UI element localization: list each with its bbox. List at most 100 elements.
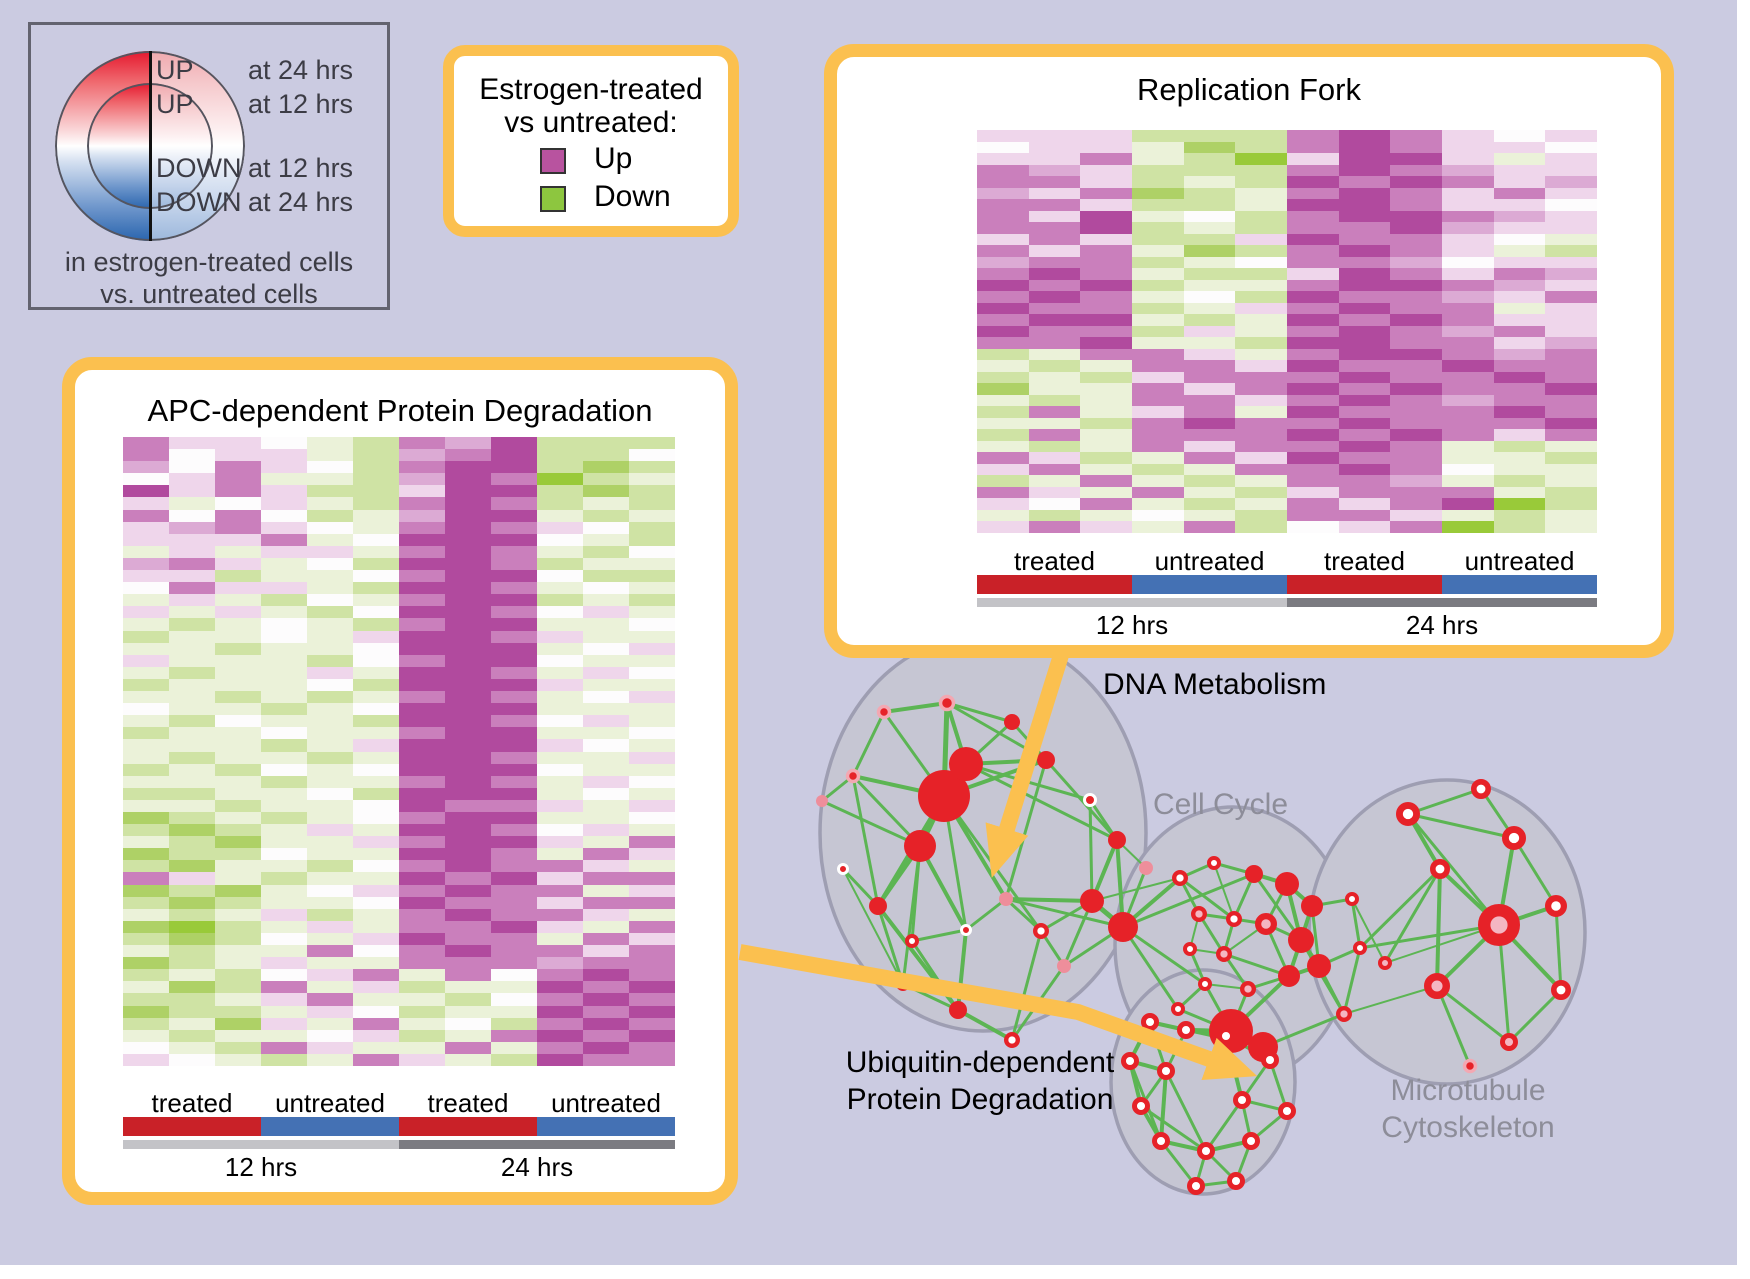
heatmap-cell <box>307 775 353 788</box>
heatmap-cell <box>629 848 675 861</box>
heatmap-cell <box>1287 406 1339 418</box>
heatmap-cell <box>261 545 307 558</box>
heatmap-cell <box>1183 452 1236 464</box>
heatmap-cell <box>1493 509 1546 522</box>
heatmap-cell <box>1287 233 1339 246</box>
heatmap-cell <box>1390 406 1442 418</box>
heatmap-cell <box>1183 325 1236 338</box>
heatmap-cell <box>215 1029 261 1042</box>
heatmap-cell <box>1493 245 1546 257</box>
network-node <box>1232 1090 1251 1109</box>
heatmap-cell <box>537 715 583 728</box>
heatmap-cell <box>215 824 261 837</box>
heatmap-cell <box>123 993 169 1006</box>
network-node <box>949 1001 967 1019</box>
network-node <box>1551 979 1572 1000</box>
heatmap-cell <box>215 787 261 800</box>
heatmap-cell <box>169 775 215 788</box>
heatmap-cell <box>1235 360 1287 372</box>
heatmap-cell <box>445 860 491 873</box>
heatmap-cell <box>261 993 307 1006</box>
heatmap-cell <box>629 703 675 716</box>
heatmap-cell <box>353 787 399 800</box>
heatmap-cell <box>1028 314 1081 326</box>
heatmap-cell <box>1183 486 1236 499</box>
network-node <box>1198 977 1212 991</box>
heatmap-cell <box>307 618 353 631</box>
heatmap-cell <box>1390 463 1442 476</box>
heatmap-cell <box>353 437 399 450</box>
heatmap-cell <box>261 811 307 825</box>
apc-heatmap <box>123 437 675 1066</box>
heatmap-cell <box>977 325 1029 338</box>
network-edge <box>842 868 904 985</box>
heatmap-cell <box>977 360 1029 372</box>
heatmap-cell <box>445 908 491 921</box>
network-node <box>1216 1026 1235 1045</box>
heatmap-cell <box>1390 394 1442 407</box>
heatmap-cell <box>1338 176 1391 188</box>
heatmap-cell <box>123 521 169 534</box>
heatmap-cell <box>1080 291 1132 303</box>
heatmap-cell <box>307 896 353 909</box>
heatmap-cell <box>583 1029 629 1042</box>
heatmap-cell <box>307 521 353 534</box>
network-node <box>1037 751 1055 769</box>
heatmap-cell <box>491 715 537 728</box>
heatmap-cell <box>977 153 1029 165</box>
heatmap-cell <box>583 437 629 450</box>
heatmap-cell <box>1338 383 1391 395</box>
heatmap-cell <box>1390 486 1442 499</box>
heatmap-cell <box>1493 176 1546 188</box>
heatmap-cell <box>583 824 629 837</box>
heatmap-cell <box>1132 325 1184 338</box>
heatmap-cell <box>1545 268 1597 280</box>
heatmap-cell <box>1183 475 1236 487</box>
heatmap-cell <box>445 449 491 462</box>
cluster-label-cell-cycle: Cell Cycle <box>1153 788 1289 821</box>
heatmap-cell <box>215 582 261 595</box>
heatmap-cell <box>491 461 537 474</box>
heatmap-cell <box>1235 348 1287 361</box>
heatmap-cell <box>307 872 353 885</box>
heatmap-cell <box>629 715 675 728</box>
network-node <box>1131 1096 1150 1115</box>
heatmap-cell <box>537 570 583 583</box>
heatmap-cell <box>1132 291 1184 303</box>
heatmap-cell <box>491 654 537 667</box>
heatmap-cell <box>169 582 215 595</box>
network-edge <box>1351 898 1386 964</box>
heatmap-cell <box>1287 429 1339 441</box>
heatmap-cell <box>353 896 399 909</box>
heatmap-cell <box>1338 210 1391 223</box>
heatmap-cell <box>353 449 399 462</box>
network-edge <box>1512 837 1558 907</box>
heatmap-cell <box>1132 222 1184 234</box>
heatmap-cell <box>307 654 353 667</box>
heatmap-cell <box>977 245 1029 257</box>
heatmap-cell <box>1545 141 1597 154</box>
heatmap-cell <box>1132 348 1184 361</box>
heatmap-cell <box>1235 498 1287 510</box>
heatmap-cell <box>169 678 215 692</box>
heatmap-cell <box>123 485 169 498</box>
heatmap-cell <box>307 799 353 812</box>
network-node <box>1254 912 1277 935</box>
heatmap-cell <box>1442 417 1494 430</box>
heatmap-cell <box>583 570 629 583</box>
heatmap-cell <box>537 969 583 982</box>
heatmap-cell <box>307 993 353 1006</box>
network-node <box>1301 895 1323 917</box>
heatmap-cell <box>445 1053 491 1066</box>
network-node <box>1471 778 1492 799</box>
heatmap-cell <box>169 533 215 546</box>
heatmap-cell <box>261 557 307 571</box>
heatmap-cell <box>123 703 169 716</box>
heatmap-cell <box>215 545 261 558</box>
heatmap-cell <box>1338 233 1391 246</box>
heatmap-cell <box>353 848 399 861</box>
treated-bar <box>977 575 1132 594</box>
heatmap-cell <box>1493 452 1546 464</box>
heatmap-cell <box>1390 141 1442 154</box>
heatmap-cell <box>353 545 399 558</box>
